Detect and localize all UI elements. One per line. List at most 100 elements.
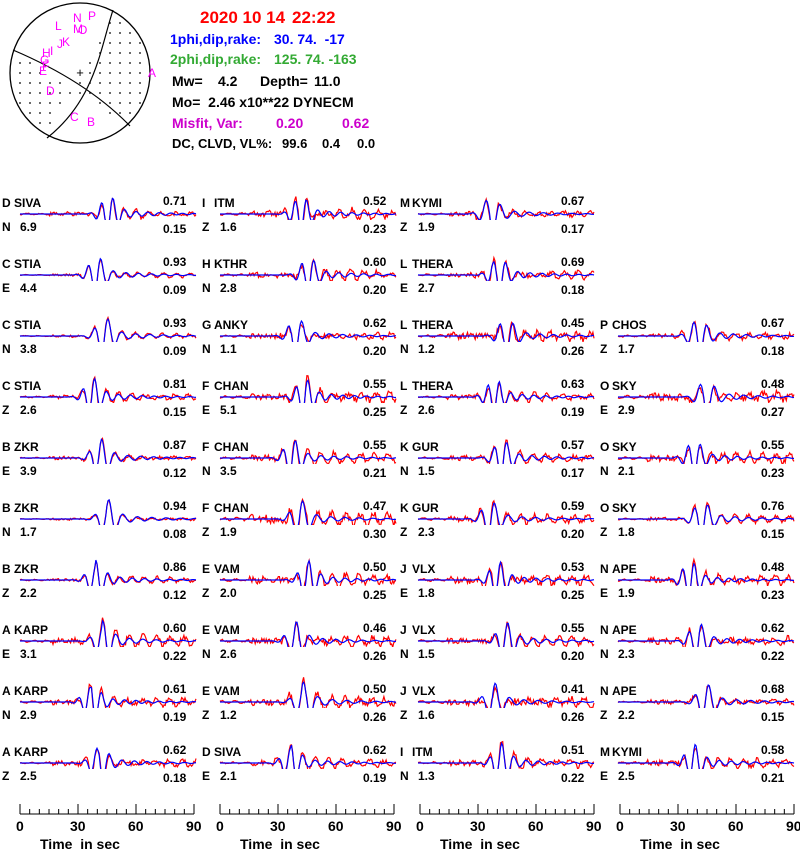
compression-dot [89,62,91,64]
beachball-station-o: O [78,23,87,37]
component: E [202,769,211,783]
station-name: KTHR [214,257,248,271]
compression-dot [119,112,121,114]
time-tick-label: 60 [528,818,544,834]
waveform-panel: N APE 0.48 E 1.9 0.23 [598,526,798,602]
synthetic-trace [618,562,795,586]
station-name: CHAN [214,440,249,454]
vl-value: 0.0 [357,136,376,151]
nodal-plane-2 [12,49,131,127]
compression-dot [129,102,131,104]
component: N [600,647,609,661]
mw-value: 4.2 [218,73,238,89]
misfit: 0.25 [561,588,585,602]
misfit: 0.26 [561,344,585,358]
component: E [2,281,11,295]
station-code: O [600,440,610,454]
synthetic-trace [418,380,595,403]
compression-dot [139,52,141,54]
synthetic-trace [20,746,197,769]
compression-dot [59,82,61,84]
beachball-outline [9,2,151,144]
component: Z [2,769,10,783]
max-amplitude: 1.9 [220,525,237,539]
station-name: SKY [612,501,637,515]
station-name: KYMI [612,745,642,759]
misfit-label: Misfit, Var: [172,115,243,131]
station-name: THERA [412,257,454,271]
waveform-panel: G ANKY 0.62 N 1.1 0.20 [200,282,400,358]
observed-trace [19,747,197,769]
component: N [202,342,211,356]
compression-dot [109,82,111,84]
synthetic-trace [618,684,794,708]
waveform-plot [19,315,197,342]
max-amplitude: 2.3 [618,647,635,661]
variance-reduction: 0.55 [363,438,387,452]
misfit: 0.18 [163,771,187,785]
nodal-plane-1 [46,9,114,139]
beachball-station-m: M [73,22,83,36]
misfit: 0.12 [163,588,187,602]
compression-dot [109,112,111,114]
station-name: VAM [214,623,240,637]
variance-reduction: 0.52 [363,194,387,208]
compression-dot [129,62,131,64]
station-code: M [400,196,410,210]
observed-trace [417,321,595,342]
observed-trace [417,561,595,586]
synthetic-trace [20,686,197,708]
time-tick-label: 90 [586,818,602,834]
station-name: ANKY [214,318,249,332]
depth-value: 11.0 [314,73,341,89]
max-amplitude: 2.1 [220,769,237,783]
max-amplitude: 1.7 [618,342,635,356]
beachball-station-j: J [57,37,63,51]
compression-dot [29,82,31,84]
max-amplitude: 2.7 [418,281,435,295]
waveform-panel: C STIA 0.93 N 3.8 0.09 [0,282,200,358]
station-name: ZKR [14,562,39,576]
variance-reduction: 0.60 [163,621,187,635]
waveform-panel: K GUR 0.59 Z 2.3 0.20 [398,465,598,541]
synthetic-trace [20,619,197,647]
max-amplitude: 1.9 [618,586,635,600]
station-name: STIA [14,379,42,393]
component: Z [202,586,210,600]
dc-value: 99.6 [282,136,308,151]
variance-reduction: 0.48 [761,560,785,574]
variance-reduction: 0.93 [163,316,187,330]
misfit: 0.09 [163,283,187,297]
time-axis-label: Time in sec [40,836,120,852]
max-amplitude: 2.8 [220,281,237,295]
max-amplitude: 1.2 [220,708,237,722]
compression-dot [49,82,51,84]
station-code: A [2,684,11,698]
synthetic-trace [418,502,595,525]
plane2-values: 125. 74. -163 [274,51,357,67]
max-amplitude: 2.5 [618,769,635,783]
beachball-station-n: N [73,11,82,25]
max-amplitude: 2.9 [618,403,635,417]
station-code: L [400,257,408,271]
component: E [400,586,409,600]
waveform-panel: O SKY 0.76 Z 1.8 0.15 [598,465,798,541]
variance-reduction: 0.57 [561,438,585,452]
variance-reduction: 0.41 [561,682,585,696]
compression-dot [19,62,21,64]
variance-reduction: 0.76 [761,499,785,513]
misfit: 0.17 [561,222,585,236]
misfit: 0.15 [163,405,187,419]
depth-label: Depth= [260,73,308,89]
compression-dot [29,92,31,94]
station-code: F [202,379,210,393]
max-amplitude: 2.6 [20,403,37,417]
waveform-panel: A KARP 0.62 Z 2.5 0.18 [0,709,200,785]
misfit: 0.21 [363,466,387,480]
station-code: B [2,562,11,576]
time-tick-label: 30 [470,818,486,834]
station-name: STIA [14,257,42,271]
component: E [202,403,211,417]
misfit: 0.26 [363,649,387,663]
